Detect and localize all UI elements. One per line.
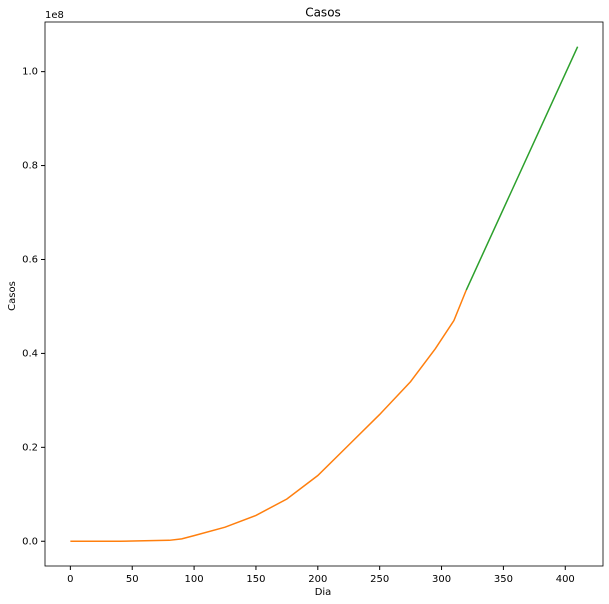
y-tick-label: 0.4 <box>22 348 38 359</box>
x-tick-label: 50 <box>126 574 139 585</box>
y-tick-label: 0.2 <box>22 442 38 453</box>
y-axis-label: Casos <box>7 281 18 311</box>
line-series <box>70 289 467 543</box>
chart-title: Casos <box>305 6 341 20</box>
y-tick-label: 0.6 <box>22 254 38 265</box>
x-tick-label: 350 <box>494 574 513 585</box>
x-tick-label: 200 <box>308 574 327 585</box>
y-tick-label: 0.8 <box>22 161 38 172</box>
x-tick-label: 250 <box>370 574 389 585</box>
y-tick-label: 1.0 <box>22 67 38 78</box>
x-tick-label: 150 <box>246 574 265 585</box>
x-axis-label: Dia <box>315 587 332 598</box>
line-series <box>465 46 579 291</box>
y-offset-label: 1e8 <box>45 10 64 21</box>
y-tick-label: 0.0 <box>22 536 38 547</box>
x-tick-label: 100 <box>185 574 204 585</box>
x-tick-label: 400 <box>556 574 575 585</box>
plot-frame <box>44 21 604 567</box>
x-tick-label: 300 <box>432 574 451 585</box>
x-tick-label: 0 <box>67 574 73 585</box>
